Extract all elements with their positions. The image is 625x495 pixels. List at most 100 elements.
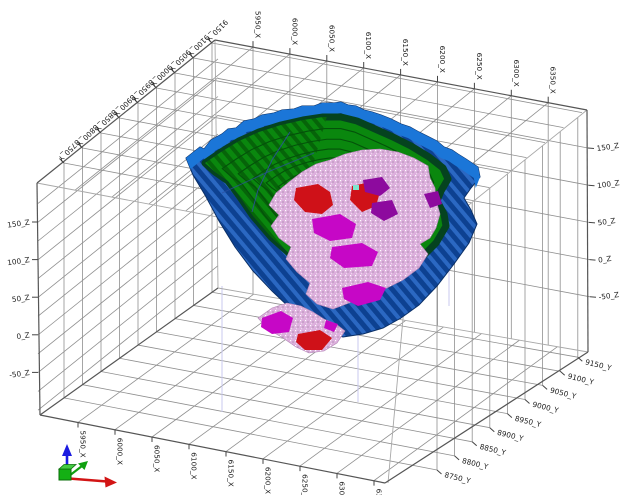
box-edge: [39, 414, 386, 484]
tick-label-left-z-2: 50_Z: [11, 293, 30, 304]
tick-label-bottom-x-2: 6050_X: [153, 445, 162, 472]
grid-line: [193, 57, 564, 128]
tick-label-bottom-x-0: 5950_X: [79, 430, 88, 457]
box-edge: [36, 182, 41, 416]
tick-mark: [59, 158, 65, 164]
tick-label-bottom-y-8: 9150_Y: [584, 357, 613, 372]
tick-label-right-z-2: 50_Z: [597, 216, 616, 227]
grid-line: [111, 53, 291, 198]
tick-mark: [151, 83, 157, 89]
tick-label-right-z-0: 150_Z: [596, 141, 620, 153]
tick-label-top-x-5: 6200_X: [438, 46, 447, 73]
tick-mark: [114, 113, 120, 119]
grid-line: [37, 114, 219, 261]
origin-cube: [58, 468, 72, 481]
tick-label-top-x-0: 5950_X: [254, 11, 263, 38]
tick-label-bottom-y-6: 9050_Y: [549, 386, 578, 401]
grid-line: [37, 265, 219, 411]
tick-mark: [170, 68, 176, 74]
tick-label-left-z-1: 100_Z: [7, 255, 31, 267]
grid-line: [37, 152, 219, 298]
tick-label-left-z-4: -50_Z: [9, 368, 31, 380]
tick-mark: [188, 53, 194, 59]
tick-mark: [489, 427, 495, 433]
grid-line: [174, 318, 543, 386]
grid-line: [37, 77, 219, 223]
tick-mark: [471, 441, 478, 447]
ore-magenta-patch: [342, 282, 386, 306]
ore-magenta-patch: [330, 243, 378, 268]
tick-label-top-x-1: 6000_X: [290, 18, 299, 45]
grid-line: [299, 333, 482, 467]
grid-line: [100, 371, 473, 443]
tick-mark: [587, 147, 595, 149]
tick-label-top-x-3: 6100_X: [364, 32, 373, 59]
box-edge: [36, 39, 216, 184]
grid-line: [74, 46, 254, 191]
pit-rim-band: [186, 102, 480, 188]
tick-label-bottom-y-7: 9100_Y: [567, 372, 596, 387]
tick-mark: [589, 259, 596, 261]
grid-line: [193, 305, 561, 372]
box-edge: [384, 351, 589, 484]
ore-block-model: [268, 148, 442, 310]
tick-label-right-z-3: 0_Z: [598, 254, 612, 265]
tick-label-bottom-x-8: 6350_X: [375, 489, 384, 495]
ore-red-patch: [294, 184, 333, 214]
tick-mark: [96, 128, 102, 134]
ore-red-patch: [296, 330, 332, 350]
ore-magenta-patch: [324, 320, 338, 332]
tick-label-left-y-8: 9150_Y: [204, 18, 230, 44]
tick-label-top-x-7: 6300_X: [512, 60, 521, 87]
ore-blob-below-pit: [257, 302, 346, 354]
grid-line: [156, 331, 526, 400]
grid-line: [217, 78, 589, 149]
ore-cyan-speck: [353, 185, 359, 190]
x-axis-arrow: [68, 477, 108, 483]
tick-label-top-x-4: 6150_X: [401, 39, 410, 66]
tick-mark: [133, 98, 139, 104]
grid-line: [37, 246, 219, 392]
tick-label-bottom-x-1: 6000_X: [116, 438, 125, 465]
grid-line: [37, 96, 219, 242]
grid-line: [373, 346, 558, 481]
grid-line: [37, 208, 219, 355]
tick-label-right-z-1: 100_Z: [597, 178, 621, 190]
tick-label-bottom-y-1: 8800_Y: [461, 456, 490, 471]
z-axis-arrowhead: [62, 444, 72, 456]
tick-mark: [524, 399, 530, 404]
open-pit-model: [185, 101, 481, 354]
grid-line: [262, 326, 444, 460]
ore-purple-patch: [363, 177, 390, 196]
tick-label-bottom-y-4: 8950_Y: [514, 414, 543, 429]
tick-mark: [77, 143, 83, 149]
tick-label-bottom-x-5: 6200_X: [264, 467, 273, 494]
tick-label-top-x-6: 6250_X: [475, 53, 484, 80]
tick-label-left-z-3: 0_Z: [16, 330, 30, 341]
ore-purple-patch: [424, 191, 442, 208]
tick-mark: [436, 469, 442, 475]
axis-tick-marks: [32, 38, 597, 486]
box-edge: [586, 109, 589, 353]
tick-label-bottom-y-2: 8850_Y: [479, 442, 508, 457]
tick-mark: [559, 370, 566, 376]
tick-label-top-x-8: 6350_X: [549, 66, 558, 93]
tick-mark: [454, 455, 460, 461]
pit-ramp-line: [251, 131, 291, 213]
grid-line: [211, 42, 583, 113]
tick-mark: [542, 385, 548, 390]
box-edge: [39, 287, 219, 416]
box-edge: [214, 39, 588, 111]
x-axis-arrowhead: [104, 476, 117, 488]
tick-mark: [588, 184, 595, 187]
tick-label-bottom-x-6: 6250_X: [301, 474, 310, 495]
grid-line: [37, 58, 219, 204]
pit-rim-band-fill: [186, 102, 480, 188]
grid-line: [77, 293, 254, 423]
grid-line: [225, 320, 406, 452]
tick-mark: [507, 413, 513, 418]
grid-line: [336, 339, 520, 474]
tick-label-bottom-y-5: 9000_Y: [532, 400, 561, 415]
